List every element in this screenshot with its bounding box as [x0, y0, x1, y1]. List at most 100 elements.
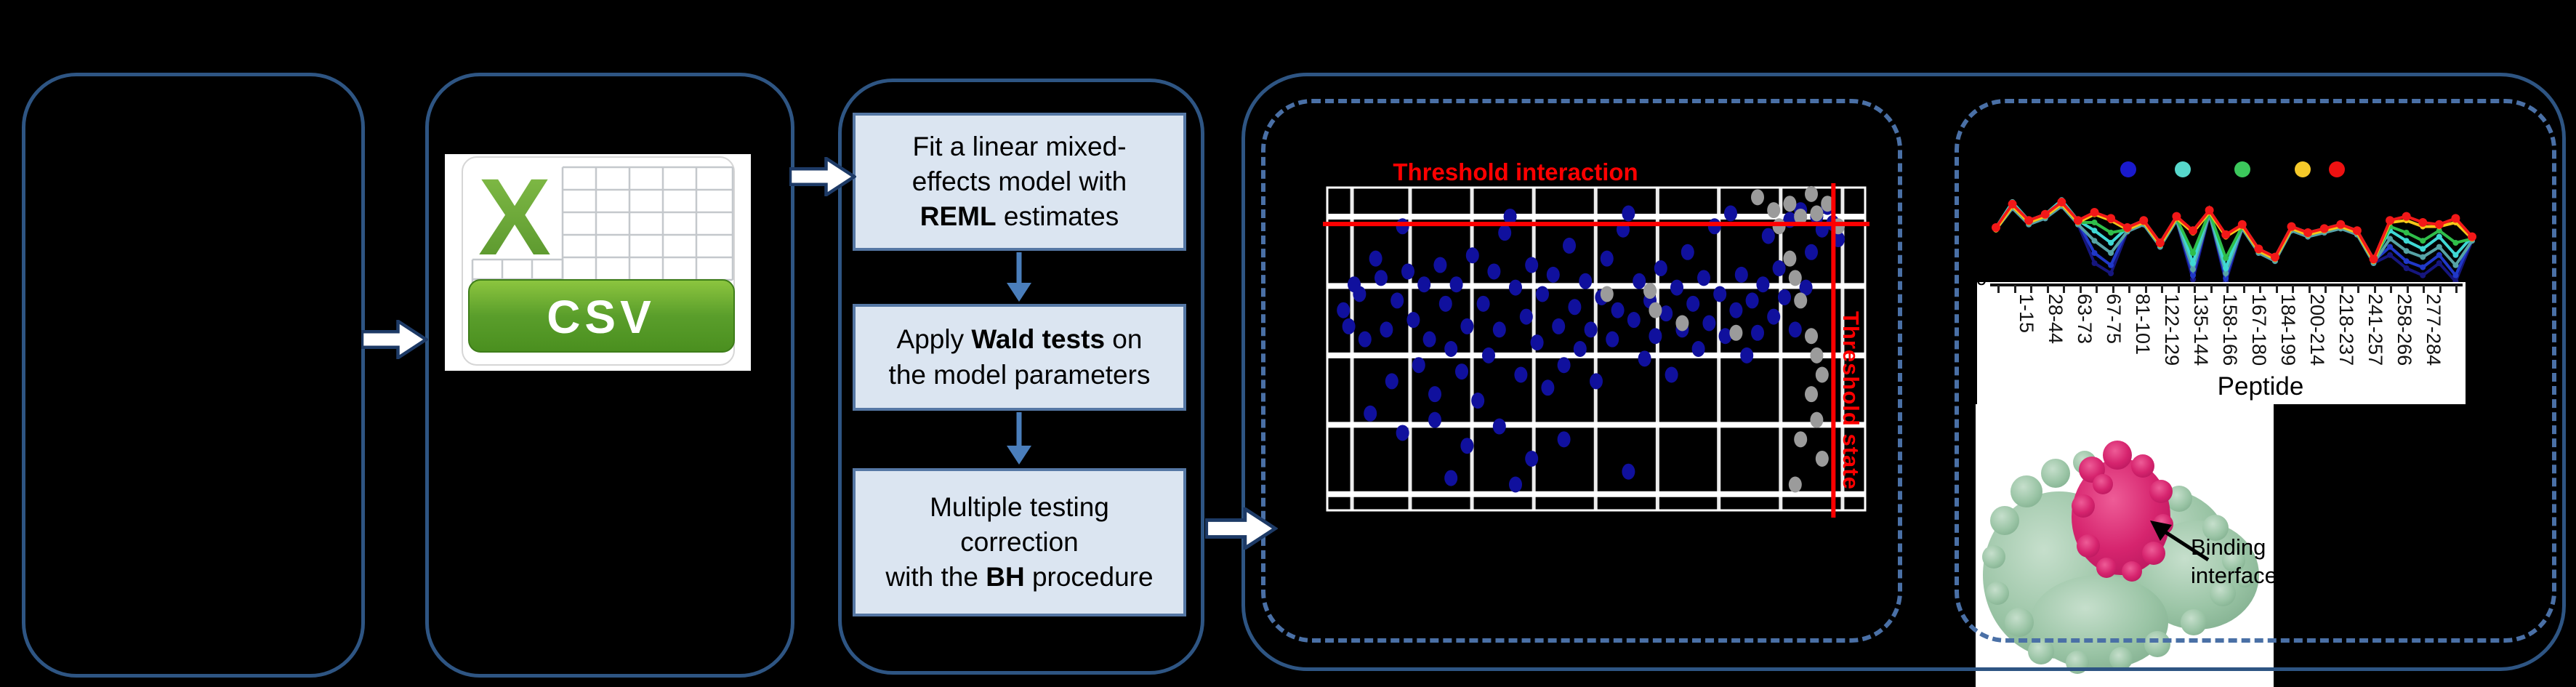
scatter-dot-blue: [1417, 276, 1431, 293]
scatter-dot-blue: [1525, 257, 1539, 273]
scatter-dot-blue: [1681, 244, 1694, 260]
line-marker-green: [2420, 238, 2426, 244]
x-axis-tick: [2455, 285, 2458, 293]
line-marker-blue: [2420, 264, 2426, 270]
scatter-dot-blue: [1530, 334, 1544, 351]
flow-box-text-segment: with the: [885, 562, 986, 592]
scatter-dot-blue: [1342, 318, 1356, 334]
scatter-dot-blue: [1541, 379, 1555, 396]
scatter-dot-blue: [1449, 276, 1463, 293]
excel-x-glyph: X: [478, 156, 551, 278]
scatter-dot-gray: [1794, 431, 1808, 448]
x-axis-tick: [2340, 285, 2343, 293]
flow-arrow-down-icon: [1007, 412, 1031, 465]
peptide-line-chart: [1992, 161, 2476, 285]
scatter-dot-gray: [1783, 250, 1797, 267]
x-axis-tick: [2144, 285, 2147, 293]
scatter-dot-blue: [1600, 250, 1614, 267]
line-marker-cyan: [2190, 260, 2197, 266]
scatter-dot-blue: [1546, 266, 1560, 283]
flow-box-text-segment: Multiple testing correction: [930, 491, 1109, 557]
line-marker-navy: [2436, 260, 2442, 266]
scatter-dot-gray: [1805, 185, 1818, 202]
scatter-dot-gray: [1675, 315, 1689, 332]
scatter-dot-gray: [1821, 196, 1835, 212]
flow-box-text-segment: procedure: [1024, 562, 1154, 592]
scatter-dot-blue: [1622, 205, 1635, 222]
scatter-dot-blue: [1638, 350, 1651, 367]
flow-box-wald-label: Apply Wald tests on the model parameters: [877, 322, 1162, 392]
x-axis-tick-label: 241-257: [2364, 294, 2386, 366]
line-marker-red: [2205, 206, 2214, 215]
scatter-dot-blue: [1552, 318, 1566, 334]
line-marker-red: [2418, 218, 2428, 227]
scatter-dot-blue: [1337, 302, 1351, 318]
scatter-dot-blue: [1380, 321, 1393, 338]
peptide-axis-strip: Peptide 1-15 28-44 63-73 67-75 81-101 122-129…: [1977, 282, 2466, 404]
scatter-dot-blue: [1444, 470, 1458, 486]
scatter-dot-blue: [1778, 289, 1791, 305]
scatter-dot-blue: [1358, 331, 1372, 347]
x-axis-tick: [2096, 285, 2098, 293]
plot-border: [1326, 186, 1867, 512]
flow-box-bh: Multiple testing correction with the BH p…: [853, 468, 1186, 616]
x-axis-tick: [2325, 285, 2327, 293]
line-marker-navy: [2091, 260, 2098, 266]
scatter-dot-gray: [1729, 324, 1743, 341]
scatter-dot-blue: [1385, 373, 1398, 390]
scatter-dot-gray: [1794, 208, 1808, 225]
scatter-dot-blue: [1622, 463, 1635, 480]
line-marker-blue: [2387, 244, 2394, 250]
scatter-dot-blue: [1606, 331, 1619, 347]
arrow-right-icon: [789, 157, 856, 196]
scatter-dot-blue: [1374, 270, 1388, 286]
scatter-dot-gray: [1751, 189, 1764, 206]
line-marker-blue: [2223, 276, 2229, 281]
line-marker-cyan: [2420, 246, 2426, 252]
scatter-dot-gray: [1788, 270, 1802, 286]
x-axis-tick: [2242, 285, 2245, 293]
flow-box-text-segment: estimates: [996, 201, 1119, 232]
x-axis-tick-label: 184-199: [2277, 294, 2299, 366]
line-marker-blue: [2452, 272, 2459, 278]
x-axis-tick: [2194, 285, 2196, 293]
scatter-dot-blue: [1433, 257, 1447, 273]
scatter-dot-blue: [1444, 341, 1458, 357]
scatter-dot-blue: [1579, 273, 1593, 289]
line-marker-red: [2073, 216, 2082, 225]
x-axis-tick-label: 81-101: [2132, 294, 2154, 355]
scatter-dot-gray: [1649, 302, 1662, 318]
x-axis-tick: [2112, 285, 2114, 293]
arrow-right-icon: [361, 320, 428, 359]
scatter-dot-blue: [1396, 425, 1409, 441]
x-axis-tick-label: 277-284: [2423, 294, 2444, 366]
line-marker-red: [2287, 222, 2296, 231]
x-axis-tick: [2030, 285, 2032, 293]
flow-arrow-down-icon: [1007, 252, 1031, 302]
scatter-dot-blue: [1761, 228, 1775, 244]
x-axis-tick: [2292, 285, 2294, 293]
scatter-dot-blue: [1514, 366, 1528, 383]
scatter-dot-blue: [1390, 292, 1404, 309]
line-marker-blue: [2190, 272, 2197, 278]
x-axis-tick: [2308, 285, 2311, 293]
line-marker-red: [2172, 212, 2181, 221]
scatter-dot-blue: [1509, 476, 1522, 493]
scatter-dot-blue: [1471, 393, 1485, 409]
line-marker-navy: [2387, 252, 2394, 258]
scatter-dot-gray: [1643, 283, 1657, 300]
line-marker-red: [2319, 224, 2329, 233]
scatter-dot-blue: [1740, 347, 1754, 363]
flow-box-text-segment: REML: [919, 201, 997, 232]
scatter-dot-blue: [1498, 225, 1512, 241]
line-marker-blue: [2108, 262, 2114, 268]
scatter-dot-blue: [1509, 279, 1522, 296]
line-marker-teal: [2223, 270, 2229, 276]
scatter-dot-blue: [1364, 405, 1377, 422]
line-marker-blue: [2403, 258, 2410, 265]
line-marker-red: [2221, 230, 2231, 239]
line-marker-red: [2468, 232, 2476, 241]
scatter-dot-blue: [1633, 273, 1646, 289]
scatter-dot-blue: [1557, 431, 1571, 448]
scatter-dot-gray: [1772, 218, 1786, 235]
